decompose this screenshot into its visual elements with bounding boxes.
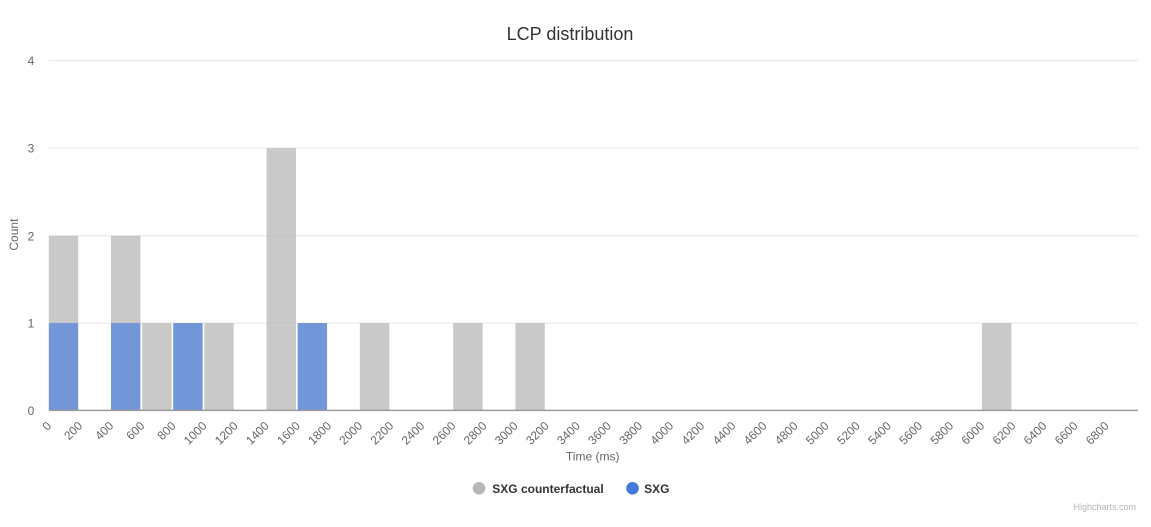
svg-text:3: 3 [28, 142, 35, 156]
svg-text:SXG: SXG [644, 482, 669, 496]
svg-text:SXG counterfactual: SXG counterfactual [492, 482, 603, 496]
svg-text:Count: Count [7, 218, 21, 251]
svg-text:Time (ms): Time (ms) [566, 450, 620, 464]
svg-text:2: 2 [28, 229, 35, 243]
svg-text:Highcharts.com: Highcharts.com [1073, 502, 1136, 512]
svg-text:LCP distribution: LCP distribution [507, 24, 634, 44]
svg-text:1: 1 [28, 317, 35, 331]
svg-text:4: 4 [28, 54, 35, 68]
svg-text:0: 0 [28, 404, 35, 418]
